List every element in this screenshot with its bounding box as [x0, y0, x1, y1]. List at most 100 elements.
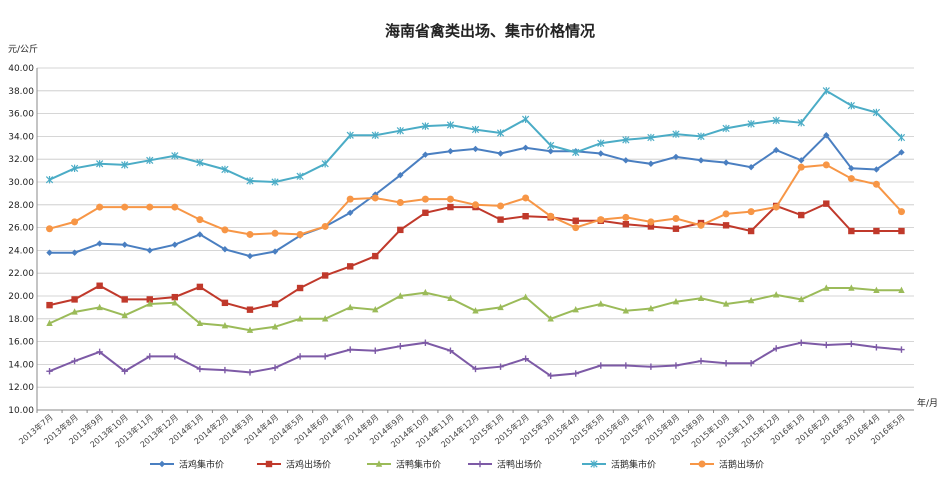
data-point	[347, 303, 354, 311]
data-point	[347, 263, 354, 270]
data-point	[747, 360, 755, 367]
data-point	[71, 249, 78, 256]
data-point	[672, 153, 680, 161]
legend-label: 活鹅出场价	[719, 459, 764, 471]
legend-label: 活鹅集市价	[611, 459, 656, 471]
data-point	[196, 231, 204, 238]
data-point	[798, 157, 805, 164]
y-axis-ticks: 10.00 12.00 14.00 16.00 18.00 20.00 22.00 24.00…	[8, 64, 34, 416]
data-point	[146, 353, 153, 360]
legend-swatch-marker	[590, 460, 598, 468]
data-point	[722, 210, 730, 218]
data-point	[823, 284, 830, 291]
data-point	[46, 319, 53, 327]
data-point	[823, 132, 830, 139]
data-point	[472, 365, 479, 373]
data-point	[496, 129, 505, 137]
data-point	[847, 175, 855, 183]
data-point	[772, 146, 780, 154]
data-point	[45, 176, 54, 184]
data-point	[346, 195, 354, 203]
data-point	[71, 357, 78, 365]
data-point	[848, 284, 855, 291]
data-point	[246, 230, 254, 238]
data-point	[171, 293, 179, 301]
data-point	[497, 202, 505, 210]
legend-swatch-marker	[158, 460, 166, 468]
legend-swatch-marker	[375, 460, 383, 467]
legend: 活鸡集市价 活鸡出场价 活鸭集市价 活鸭出场价 活鹅集市价 活鹅出场价	[150, 459, 764, 471]
data-point	[622, 307, 630, 314]
data-point	[347, 346, 354, 353]
data-point	[873, 227, 880, 235]
data-point	[848, 227, 855, 235]
data-point	[597, 300, 604, 307]
data-point	[772, 203, 780, 211]
data-point	[70, 164, 79, 173]
data-point	[647, 223, 655, 230]
data-point	[798, 339, 805, 346]
data-point	[572, 217, 579, 224]
data-point	[71, 296, 78, 303]
data-point	[71, 218, 79, 226]
data-point	[447, 203, 454, 211]
data-point	[171, 203, 179, 211]
series-line	[49, 202, 902, 311]
data-point	[872, 180, 880, 188]
data-point	[722, 300, 730, 307]
data-point	[822, 87, 830, 95]
data-point	[497, 216, 504, 223]
data-point	[296, 315, 304, 322]
data-point	[522, 194, 530, 202]
y-tick-label: 34.00	[8, 132, 34, 142]
data-point	[171, 353, 179, 360]
legend-label: 活鸡集市价	[179, 459, 224, 471]
data-point	[747, 296, 755, 304]
y-tick-label: 10.00	[8, 406, 34, 416]
data-point	[597, 139, 605, 147]
data-point	[572, 148, 580, 157]
data-point	[647, 363, 655, 370]
series-4	[46, 339, 905, 379]
data-point	[397, 226, 404, 234]
data-point	[697, 157, 705, 164]
data-point	[246, 306, 254, 313]
data-point	[572, 370, 579, 377]
data-point	[296, 172, 304, 180]
data-point	[898, 149, 905, 156]
legend-swatch-marker	[265, 460, 273, 468]
data-point	[96, 240, 103, 247]
y-tick-label: 38.00	[8, 87, 34, 97]
data-point	[96, 203, 104, 211]
data-point	[622, 213, 630, 221]
data-point	[221, 299, 229, 307]
data-point	[697, 294, 705, 301]
series-5	[45, 87, 906, 186]
legend-swatch-marker	[476, 460, 484, 468]
data-point	[196, 216, 204, 224]
data-point	[171, 152, 179, 160]
y-tick-label: 22.00	[8, 269, 34, 279]
data-point	[271, 229, 279, 237]
data-point	[121, 161, 129, 169]
y-tick-label: 32.00	[8, 155, 34, 165]
data-point	[822, 161, 830, 169]
data-point	[522, 213, 529, 220]
data-point	[46, 301, 53, 309]
data-point	[121, 203, 129, 211]
y-tick-label: 26.00	[8, 224, 34, 234]
data-point	[823, 200, 830, 207]
data-point	[397, 292, 404, 299]
data-point	[597, 362, 604, 369]
data-point	[547, 372, 554, 379]
data-point	[321, 222, 329, 230]
data-point	[246, 369, 254, 376]
legend-item: 活鸭集市价	[367, 459, 441, 471]
legend-item: 活鸭出场价	[468, 459, 542, 471]
y-tick-label: 24.00	[8, 246, 34, 256]
data-point	[472, 201, 479, 209]
data-point	[897, 208, 905, 216]
data-point	[447, 294, 454, 301]
data-point	[146, 300, 153, 307]
legend-label: 活鸭集市价	[396, 459, 441, 471]
